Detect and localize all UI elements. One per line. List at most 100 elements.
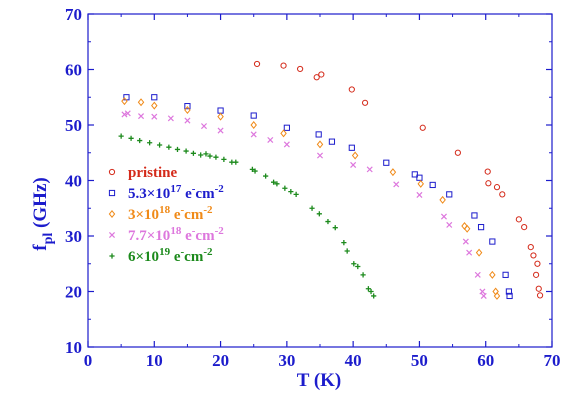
- legend-label: 6×1019 e-cm-2: [128, 246, 213, 265]
- data-point: [534, 260, 541, 267]
- data-point: [471, 212, 478, 219]
- data-point: [484, 168, 491, 175]
- data-point: [282, 185, 288, 191]
- data-point: [505, 288, 513, 295]
- data-point: [123, 94, 130, 101]
- data-point: [371, 293, 377, 299]
- data-point: [313, 74, 320, 81]
- y-axis-title-main: f: [30, 244, 51, 251]
- legend-label-part: cm: [184, 249, 204, 265]
- data-point: [288, 189, 294, 195]
- legend-label-part: 5.3×10: [128, 186, 170, 202]
- data-point: [203, 151, 209, 157]
- data-point: [316, 211, 322, 217]
- legend-label-part: cm: [195, 186, 215, 202]
- data-point: [493, 291, 501, 300]
- y-tick-label: 30: [65, 227, 82, 246]
- legend-marker: [108, 168, 116, 176]
- legend-label: 3×1018 e-cm-2: [128, 204, 213, 223]
- legend-item-4: 7.7×1018 e-cm-2: [108, 225, 224, 244]
- legend-label: pristine: [128, 165, 178, 181]
- data-point: [249, 166, 255, 172]
- legend-label-part: e: [170, 249, 181, 265]
- x-tick-label: 10: [146, 351, 163, 370]
- data-point: [221, 156, 227, 163]
- data-point: [233, 159, 239, 165]
- y-tick-label: 60: [65, 61, 82, 80]
- data-point: [502, 271, 509, 278]
- data-point: [184, 106, 191, 115]
- data-point: [207, 153, 213, 159]
- data-point: [521, 224, 528, 231]
- data-point: [252, 168, 258, 174]
- legend-marker: [108, 210, 116, 218]
- legend-label-part: 18: [170, 225, 182, 237]
- legend-label-part: -: [192, 183, 196, 195]
- data-point: [184, 103, 191, 110]
- data-point: [474, 271, 481, 278]
- legend-label-part: e: [181, 228, 192, 244]
- data-point: [532, 271, 540, 278]
- data-point: [350, 161, 357, 168]
- data-point: [489, 270, 496, 279]
- data-point: [351, 261, 357, 267]
- data-point: [360, 272, 366, 278]
- data-point: [137, 98, 145, 107]
- legend-label-part: 18: [159, 204, 171, 216]
- data-point: [217, 107, 224, 114]
- legend-label-part: -2: [215, 183, 225, 195]
- data-point: [118, 133, 124, 139]
- x-axis-title: T (K): [297, 370, 342, 391]
- data-point: [147, 140, 153, 146]
- data-point: [366, 166, 373, 173]
- data-point: [128, 135, 134, 141]
- legend-label: 5.3×1017 e-cm-2: [128, 183, 224, 202]
- data-point: [274, 181, 280, 187]
- data-point: [263, 173, 269, 179]
- legend-label-part: -2: [203, 204, 213, 216]
- data-point: [485, 180, 492, 187]
- data-point: [332, 225, 338, 231]
- data-point: [151, 101, 158, 110]
- data-point: [355, 263, 361, 270]
- data-point: [536, 292, 544, 299]
- data-point: [463, 224, 471, 233]
- data-point: [316, 140, 324, 149]
- data-point: [527, 244, 534, 251]
- data-point: [341, 240, 347, 246]
- legend-label-part: 7.7×10: [128, 228, 170, 244]
- x-tick-label: 0: [84, 351, 93, 370]
- data-point: [166, 144, 172, 150]
- data-point: [124, 110, 131, 117]
- series-5: [118, 133, 377, 299]
- data-point: [253, 60, 261, 68]
- legend-label-part: e: [181, 186, 192, 202]
- legend-label-part: -: [192, 225, 196, 237]
- data-point: [318, 71, 325, 78]
- x-tick-label: 20: [212, 351, 229, 370]
- data-point: [217, 127, 224, 134]
- data-point: [506, 292, 513, 300]
- x-tick-label: 30: [278, 351, 295, 370]
- data-point: [515, 216, 522, 223]
- data-point: [121, 97, 128, 106]
- y-tick-label: 20: [65, 283, 82, 302]
- data-point: [280, 62, 287, 69]
- data-point: [361, 99, 369, 106]
- data-point: [325, 218, 331, 225]
- data-point: [121, 111, 128, 118]
- data-point: [419, 124, 426, 131]
- data-point: [283, 124, 290, 131]
- data-point: [190, 150, 196, 156]
- data-point: [293, 191, 299, 197]
- legend-label-part: pristine: [128, 165, 178, 181]
- data-point: [416, 174, 423, 181]
- data-point: [217, 112, 224, 121]
- data-point: [389, 168, 397, 177]
- data-point: [183, 148, 189, 154]
- data-point: [151, 94, 158, 101]
- data-point: [383, 159, 390, 166]
- data-point: [315, 131, 322, 138]
- data-point: [151, 113, 158, 120]
- y-axis-title: fpl (GHz): [30, 177, 56, 250]
